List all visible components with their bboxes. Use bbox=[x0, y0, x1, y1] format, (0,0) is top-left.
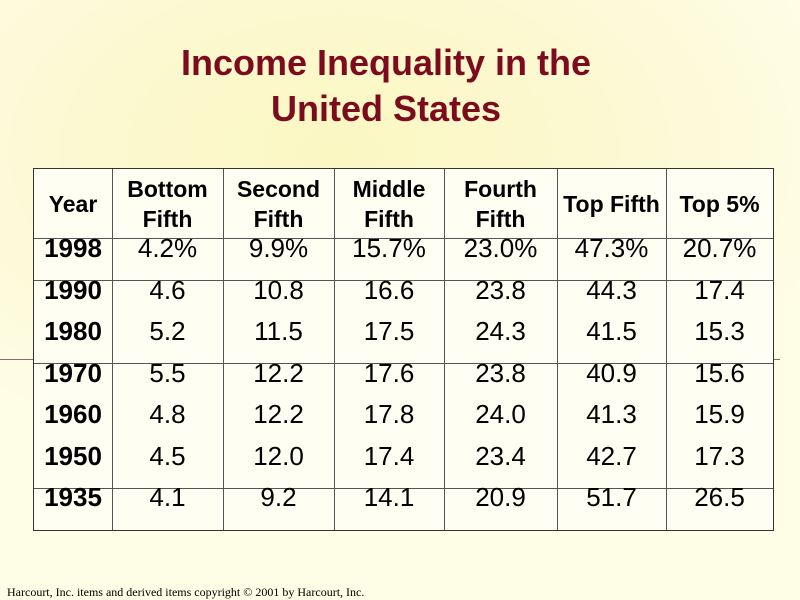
value-cell: 17.5 bbox=[363, 315, 415, 346]
value-cell: 23.0% bbox=[463, 232, 538, 263]
value-cell: 26.5 bbox=[694, 481, 745, 512]
row-divider bbox=[34, 238, 773, 239]
value-cell: 9.9% bbox=[248, 232, 309, 263]
row-divider bbox=[34, 488, 773, 489]
value-cell: 4.8 bbox=[149, 398, 186, 429]
column-divider bbox=[444, 169, 445, 530]
value-cell: 17.8 bbox=[363, 398, 415, 429]
value-cell: 40.9 bbox=[586, 357, 637, 388]
year-cell: 1960 bbox=[44, 398, 102, 429]
value-cell: 11.5 bbox=[254, 315, 303, 346]
value-cell: 24.0 bbox=[475, 398, 526, 429]
column-divider bbox=[666, 169, 667, 530]
title-line-1: Income Inequality in the bbox=[180, 42, 592, 83]
column-divider bbox=[557, 169, 558, 530]
value-cell: 15.6 bbox=[694, 357, 745, 388]
value-cell: 5.5 bbox=[149, 357, 186, 388]
value-cell: 44.3 bbox=[586, 274, 637, 305]
value-cell: 41.5 bbox=[586, 315, 637, 346]
value-cell: 4.1 bbox=[149, 481, 186, 512]
value-cell: 23.4 bbox=[475, 440, 526, 471]
column-divider bbox=[223, 169, 224, 530]
value-cell: 15.9 bbox=[694, 398, 745, 429]
year-cell: 1990 bbox=[44, 274, 102, 305]
value-cell: 14.1 bbox=[363, 481, 415, 512]
value-cell: 17.3 bbox=[694, 440, 745, 471]
value-cell: 17.4 bbox=[694, 274, 745, 305]
year-cell: 1998 bbox=[44, 232, 102, 263]
value-cell: 20.7% bbox=[682, 232, 757, 263]
value-cell: 23.8 bbox=[475, 357, 526, 388]
row-divider bbox=[34, 363, 773, 364]
value-cell: 15.7% bbox=[352, 232, 426, 263]
value-cell: 47.3% bbox=[574, 232, 649, 263]
value-cell: 15.3 bbox=[694, 315, 745, 346]
column-header: Second Fifth bbox=[236, 175, 321, 232]
column-header: Year bbox=[48, 190, 98, 217]
year-cell: 1980 bbox=[44, 315, 102, 346]
column-divider bbox=[334, 169, 335, 530]
value-cell: 12.2 bbox=[253, 398, 304, 429]
column-divider bbox=[112, 169, 113, 530]
value-cell: 5.2 bbox=[149, 315, 186, 346]
value-cell: 12.0 bbox=[253, 440, 304, 471]
value-cell: 51.7 bbox=[586, 481, 637, 512]
value-cell: 17.6 bbox=[363, 357, 415, 388]
copyright-footer: Harcourt, Inc. items and derived items c… bbox=[7, 585, 365, 599]
value-cell: 20.9 bbox=[475, 481, 526, 512]
year-cell: 1935 bbox=[44, 481, 102, 512]
title-line-2: United States bbox=[270, 88, 502, 129]
column-header: Top 5% bbox=[679, 190, 760, 217]
value-cell: 16.6 bbox=[363, 274, 415, 305]
value-cell: 9.2 bbox=[260, 481, 297, 512]
value-cell: 23.8 bbox=[475, 274, 526, 305]
row-divider bbox=[34, 280, 773, 281]
column-header: Bottom Fifth bbox=[127, 175, 208, 232]
value-cell: 12.2 bbox=[253, 357, 304, 388]
value-cell: 10.8 bbox=[253, 274, 304, 305]
value-cell: 41.3 bbox=[586, 398, 637, 429]
year-cell: 1950 bbox=[44, 440, 102, 471]
year-cell: 1970 bbox=[44, 357, 102, 388]
income-table: Year Bottom Fifth Second Fifth Middle Fifth Fou… bbox=[33, 168, 774, 531]
column-header: Middle Fifth bbox=[352, 175, 426, 232]
value-cell: 17.4 bbox=[363, 440, 415, 471]
value-cell: 4.5 bbox=[149, 440, 186, 471]
value-cell: 4.6 bbox=[149, 274, 186, 305]
slide-title: Income Inequality in the United States bbox=[0, 40, 772, 132]
value-cell: 42.7 bbox=[586, 440, 637, 471]
value-cell: 4.2% bbox=[137, 232, 198, 263]
column-header: Top Fifth bbox=[563, 190, 660, 217]
value-cell: 24.3 bbox=[475, 315, 526, 346]
column-header: Fourth Fifth bbox=[464, 175, 537, 232]
